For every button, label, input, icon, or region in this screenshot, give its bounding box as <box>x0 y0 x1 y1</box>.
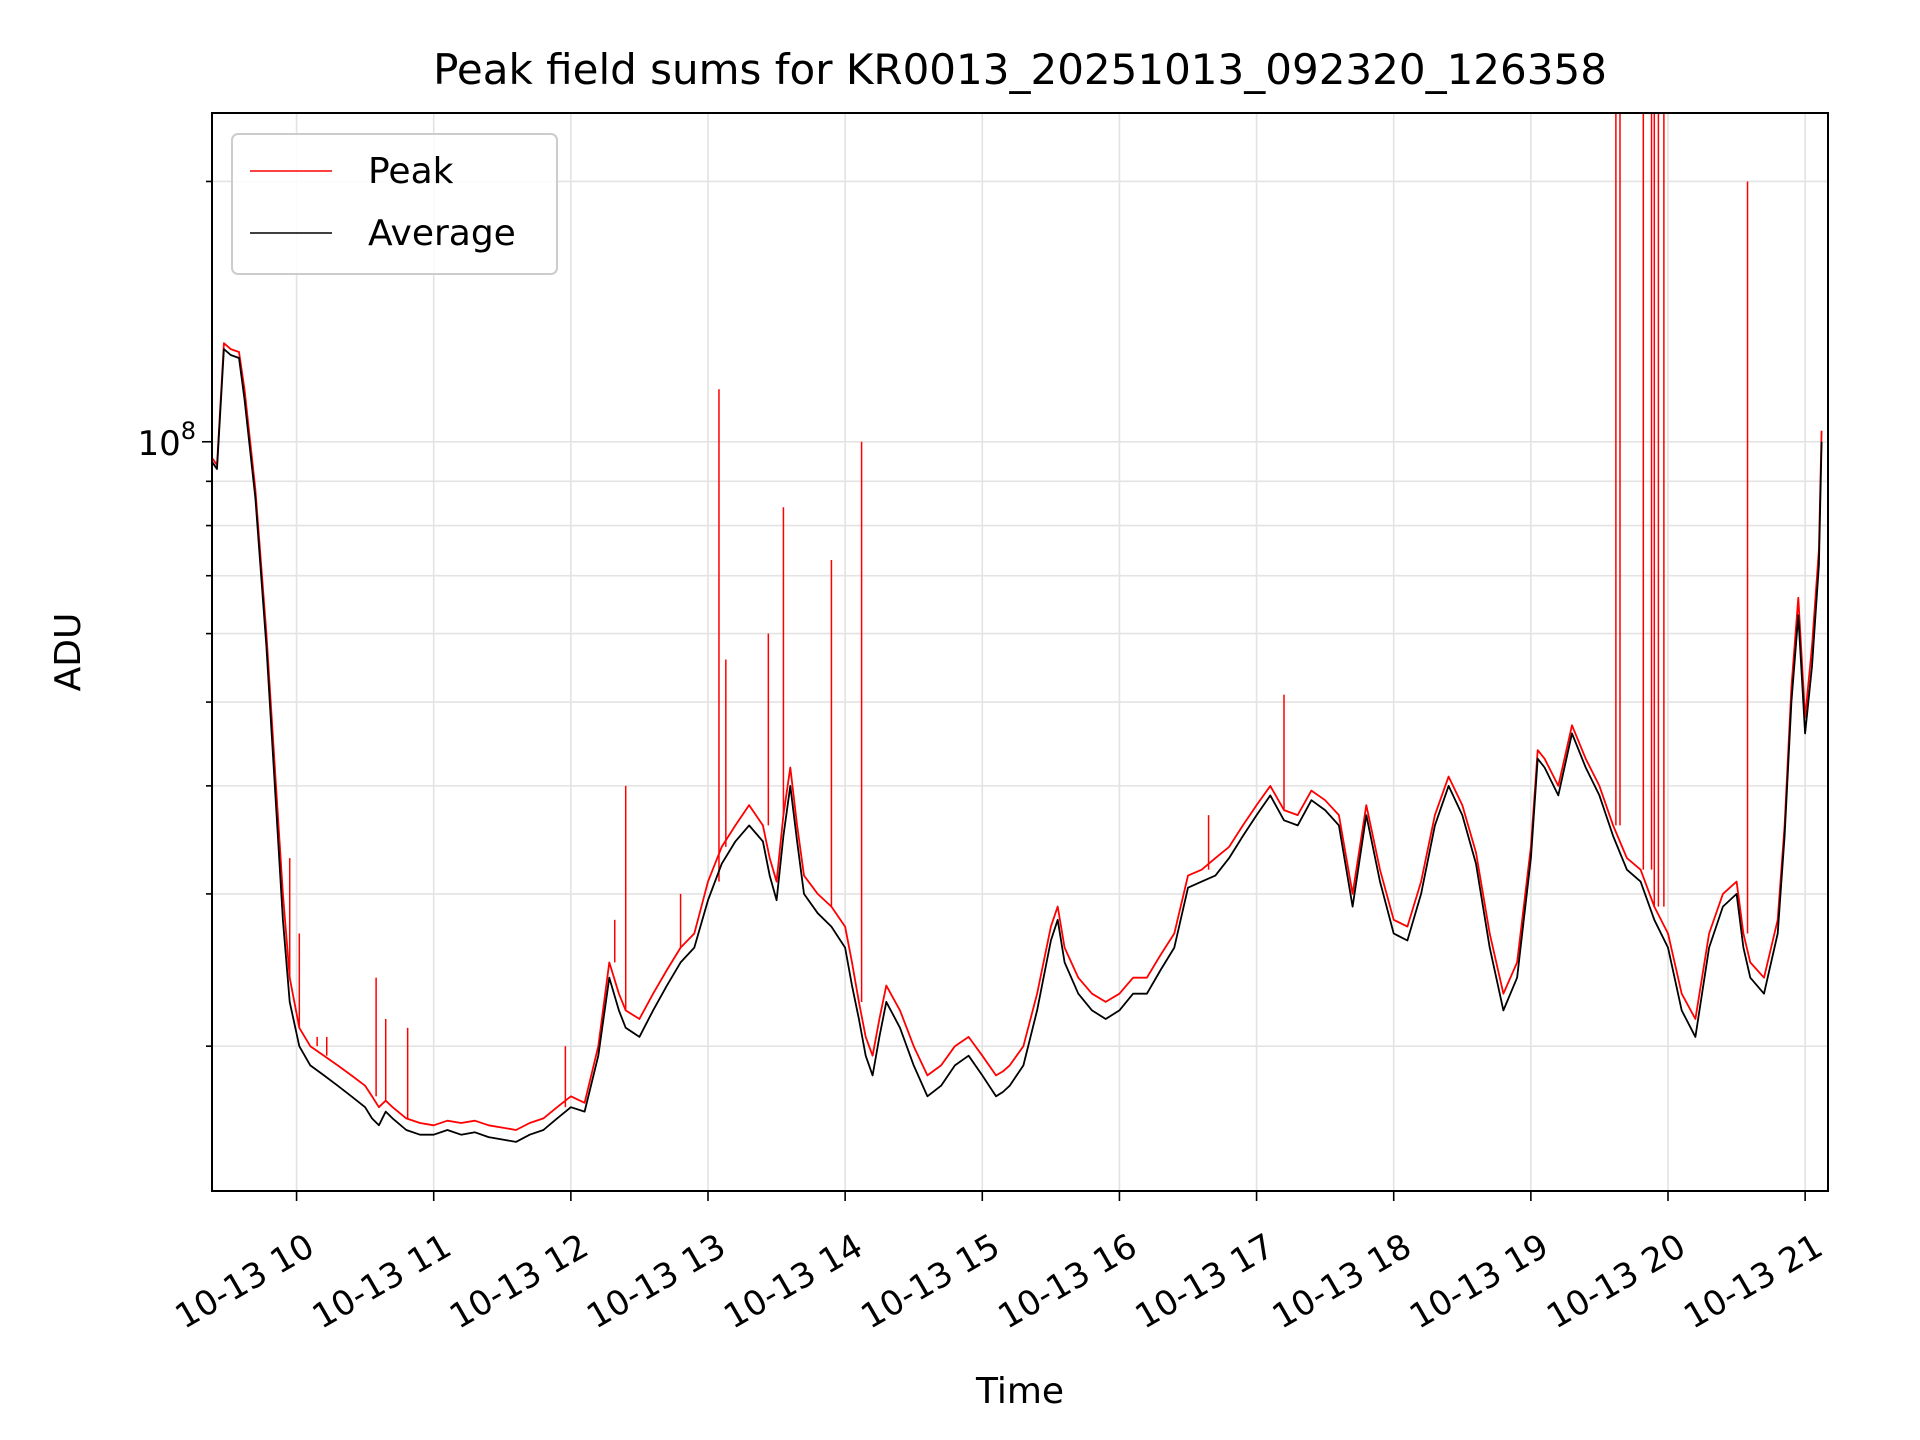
grid <box>212 113 1828 1191</box>
legend-label-average: Average <box>368 213 516 254</box>
chart-title: Peak field sums for KR0013_20251013_0923… <box>433 45 1607 94</box>
x-tick-label: 10-13 17 <box>1129 1226 1281 1337</box>
x-tick-label: 10-13 12 <box>443 1226 595 1337</box>
x-tick-label: 10-13 16 <box>992 1226 1144 1337</box>
x-tick-label: 10-13 20 <box>1540 1226 1692 1337</box>
y-axis-label: ADU <box>48 613 89 692</box>
plot-frame <box>211 112 1829 1192</box>
plot-area <box>212 113 1823 1143</box>
x-tick-label: 10-13 11 <box>306 1226 458 1337</box>
series-line-peak <box>212 342 1823 1131</box>
x-tick-label: 10-13 10 <box>169 1226 321 1337</box>
x-tick-label: 10-13 18 <box>1266 1226 1418 1337</box>
x-tick-label: 10-13 14 <box>717 1226 869 1337</box>
x-tick-label: 10-13 13 <box>580 1226 732 1337</box>
legend-label-peak: Peak <box>368 151 454 192</box>
x-axis-label: Time <box>975 1371 1064 1412</box>
x-tick-label: 10-13 21 <box>1677 1226 1829 1337</box>
x-tick-label: 10-13 19 <box>1403 1226 1555 1337</box>
legend: Peak Average <box>231 133 558 275</box>
legend-box <box>231 133 558 275</box>
y-tick-label: 108 <box>137 417 196 464</box>
x-tick-label: 10-13 15 <box>854 1226 1006 1337</box>
series-line-average <box>212 348 1823 1143</box>
